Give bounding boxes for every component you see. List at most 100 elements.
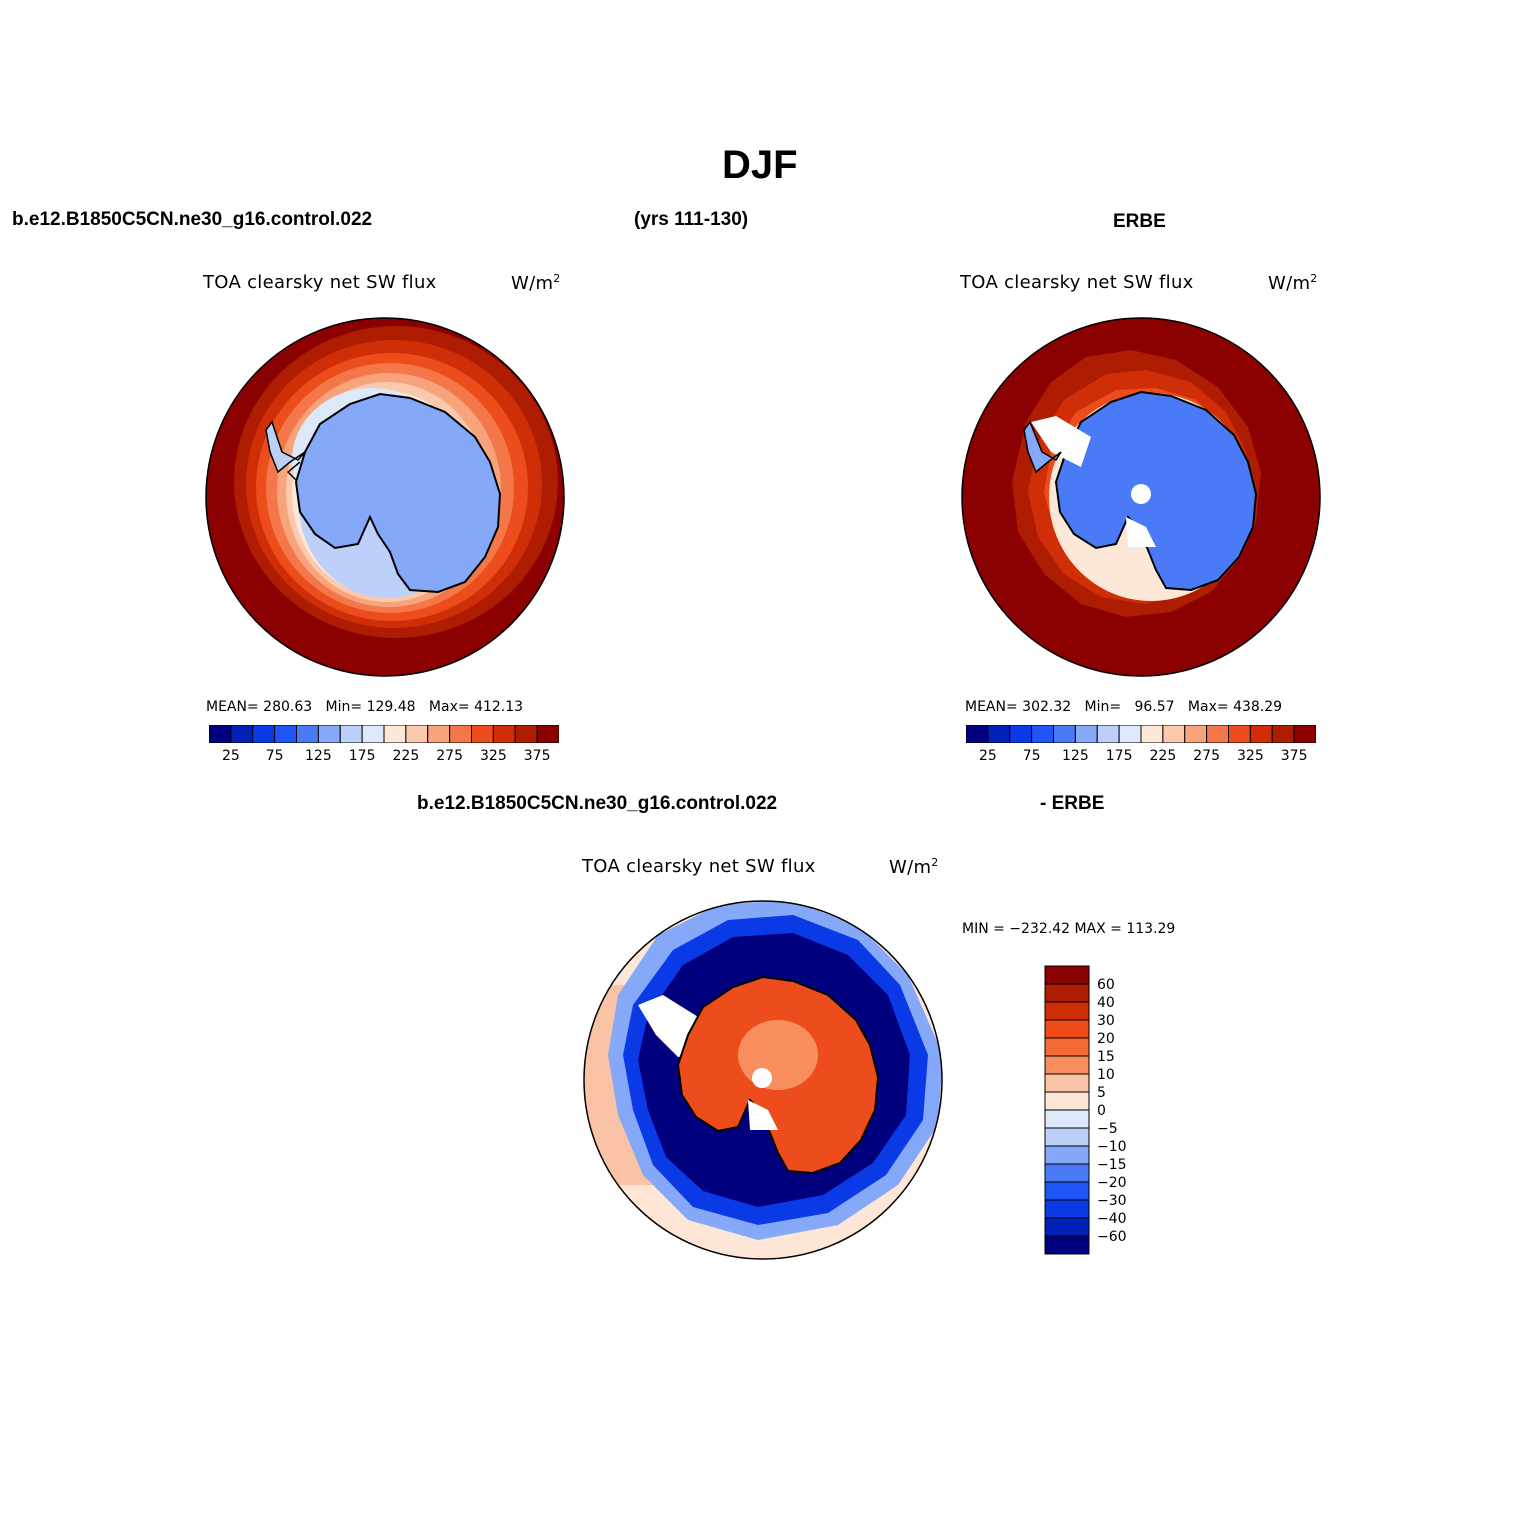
model-colorbar-bin — [492, 724, 516, 744]
model-colorbar-tick-label: 25 — [221, 748, 240, 764]
diff-colorbar-bin — [1044, 1217, 1090, 1237]
diff-colorbar-bin — [1044, 1055, 1090, 1075]
diff-colorbar-tick-label: 20 — [1097, 1031, 1115, 1047]
diff-colorbar-tick-label: 15 — [1097, 1049, 1115, 1065]
obs-colorbar-bin — [1118, 724, 1142, 744]
obs-colorbar-bin — [1249, 724, 1273, 744]
obs-colorbar-bin — [965, 724, 989, 744]
diff-units-exp: 2 — [931, 856, 939, 869]
diff-obs-header: - ERBE — [1040, 793, 1105, 814]
obs-colorbar — [965, 724, 1317, 744]
model-colorbar-bin — [230, 724, 254, 744]
diff-colorbar: 60 40 30 20 15 10 5 0 −5 −10 −15 −20 −30 −40 −60 — [1044, 965, 1127, 1255]
model-colorbar-ticks: 25 75 125 175 225 275 325 375 — [209, 748, 559, 766]
obs-colorbar-bin — [987, 724, 1011, 744]
model-colorbar-bin — [514, 724, 538, 744]
diff-units-base: W/m — [889, 857, 932, 878]
diff-minmax: MIN = −232.42 MAX = 113.29 — [962, 921, 1176, 937]
obs-min-label: Min= — [1084, 699, 1122, 715]
model-colorbar-bin — [449, 724, 472, 744]
diff-colorbar-tick-label: 0 — [1097, 1103, 1106, 1119]
obs-stats: MEAN= 302.32 Min= 96.57 Max= 438.29 — [965, 699, 1282, 715]
obs-antarctica-land — [1054, 390, 1258, 592]
model-colorbar-bin — [208, 724, 232, 744]
diff-colorbar-bin — [1044, 1001, 1090, 1021]
model-max-value: 412.13 — [474, 699, 524, 715]
model-colorbar-tick-label: 375 — [523, 748, 551, 764]
obs-max-value: 438.29 — [1233, 699, 1283, 715]
obs-colorbar-bin — [1184, 724, 1208, 744]
diff-colorbar-bin — [1044, 1199, 1090, 1219]
model-peninsula — [265, 420, 306, 474]
model-units: W/m2 — [511, 272, 561, 294]
model-colorbar-bin — [252, 724, 276, 744]
model-mean-value: 280.63 — [263, 699, 313, 715]
obs-colorbar-bin — [1140, 724, 1164, 744]
diff-polar-map — [583, 900, 943, 1260]
model-colorbar-bin — [536, 724, 560, 744]
diff-colorbar-bin — [1044, 983, 1090, 1003]
obs-colorbar-bin — [1053, 724, 1076, 744]
obs-units-exp: 2 — [1310, 272, 1318, 285]
model-colorbar-bin — [471, 724, 494, 744]
model-units-base: W/m — [511, 273, 554, 294]
model-min-label: Min= — [325, 699, 363, 715]
obs-colorbar-tick-label: 175 — [1105, 748, 1133, 764]
obs-mean-label: MEAN= — [965, 699, 1018, 715]
diff-colorbar-tick-label: −20 — [1097, 1175, 1127, 1191]
diff-colorbar-bin — [1044, 1181, 1090, 1201]
diff-colorbar-bin — [1044, 965, 1090, 985]
obs-colorbar-tick-label: 125 — [1062, 748, 1089, 764]
model-min-value: 129.48 — [366, 699, 416, 715]
model-colorbar-tick-label: 75 — [265, 748, 284, 764]
obs-min-value: 96.57 — [1134, 699, 1175, 715]
model-max-label: Max= — [428, 699, 470, 715]
diff-colorbar-tick-label: −60 — [1097, 1229, 1127, 1245]
diff-colorbar-bin — [1044, 1037, 1090, 1057]
obs-colorbar-bin — [1228, 724, 1251, 744]
diff-colorbar-bin — [1044, 1073, 1090, 1093]
diff-colorbar-tick-label: −15 — [1097, 1157, 1127, 1173]
model-antarctica-land — [294, 392, 502, 594]
diff-colorbar-tick-label: 60 — [1097, 977, 1115, 993]
obs-colorbar-bin — [1206, 724, 1229, 744]
diff-colorbar-tick-label: 30 — [1097, 1013, 1115, 1029]
diff-colorbar-tick-label: −10 — [1097, 1139, 1127, 1155]
diff-colorbar-bin — [1044, 1235, 1090, 1255]
obs-colorbar-tick-label: 75 — [1022, 748, 1041, 764]
model-colorbar-bin — [361, 724, 385, 744]
obs-colorbar-bin — [1074, 724, 1098, 744]
model-colorbar-bin — [427, 724, 451, 744]
obs-colorbar-bin — [1271, 724, 1295, 744]
figure-title: DJF — [722, 143, 798, 187]
diff-units: W/m2 — [889, 856, 939, 878]
diff-plot-title: TOA clearsky net SW flux — [582, 856, 816, 877]
obs-colorbar-tick-label: 225 — [1149, 748, 1177, 764]
model-colorbar-bin — [274, 724, 297, 744]
years-header: (yrs 111-130) — [634, 209, 749, 230]
diff-colorbar-bin — [1044, 1163, 1090, 1183]
diff-case-header: b.e12.B1850C5CN.ne30_g16.control.022 — [417, 793, 778, 814]
model-polar-map — [205, 317, 565, 677]
model-colorbar-tick-label: 225 — [392, 748, 420, 764]
obs-peninsula — [1023, 420, 1062, 474]
obs-max-label: Max= — [1187, 699, 1229, 715]
model-colorbar-bin — [296, 724, 319, 744]
model-colorbar-tick-label: 275 — [436, 748, 463, 764]
diff-colorbar-tick-label: −40 — [1097, 1211, 1127, 1227]
obs-colorbar-bin — [1031, 724, 1054, 744]
model-colorbar-bin — [339, 724, 363, 744]
obs-colorbar-ticks: 25 75 125 175 225 275 325 375 — [966, 748, 1316, 766]
obs-plot-title: TOA clearsky net SW flux — [960, 272, 1194, 293]
obs-colorbar-bin — [1009, 724, 1033, 744]
model-units-exp: 2 — [553, 272, 561, 285]
model-colorbar-bin — [405, 724, 429, 744]
model-plot-title: TOA clearsky net SW flux — [203, 272, 437, 293]
diff-colorbar-tick-label: 40 — [1097, 995, 1115, 1011]
model-colorbar-tick-label: 125 — [305, 748, 332, 764]
model-colorbar-bin — [317, 724, 341, 744]
model-mean-label: MEAN= — [206, 699, 259, 715]
obs-mean-value: 302.32 — [1022, 699, 1072, 715]
model-stats: MEAN= 280.63 Min= 129.48 Max= 412.13 — [206, 699, 523, 715]
obs-colorbar-tick-label: 25 — [978, 748, 997, 764]
